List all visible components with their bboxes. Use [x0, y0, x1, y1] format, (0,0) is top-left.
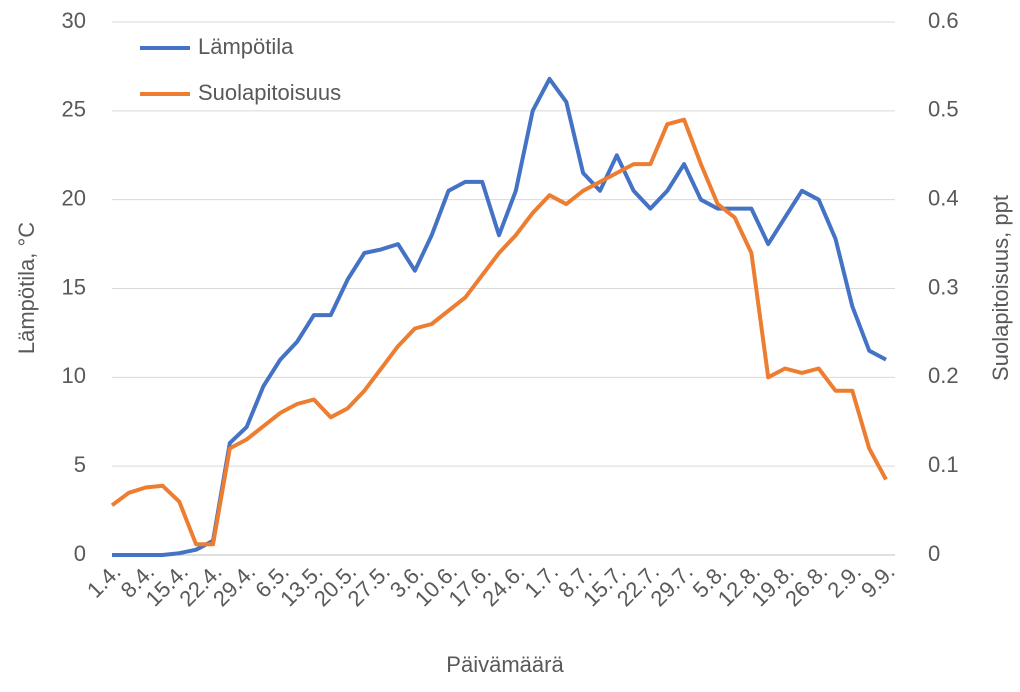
- y2-tick-label: 0.2: [928, 363, 959, 388]
- x-axis-title: Päivämäärä: [446, 652, 564, 677]
- legend-label: Suolapitoisuus: [198, 80, 341, 105]
- legend-label: Lämpötila: [198, 34, 294, 59]
- y-tick-label: 15: [62, 274, 86, 299]
- x-tick-label: 9.9.: [856, 559, 900, 603]
- y2-axis-title: Suolapitoisuus, ppt: [988, 195, 1013, 381]
- y2-tick-label: 0.3: [928, 274, 959, 299]
- y2-tick-label: 0.5: [928, 97, 959, 122]
- y-tick-label: 20: [62, 185, 86, 210]
- y-axis-title: Lämpötila, °C: [14, 222, 39, 354]
- y-tick-label: 0: [74, 541, 86, 566]
- series-line: [112, 76, 887, 557]
- y-tick-label: 30: [62, 8, 86, 33]
- y2-tick-label: 0.1: [928, 452, 959, 477]
- y2-tick-label: 0: [928, 541, 940, 566]
- y-tick-label: 25: [62, 97, 86, 122]
- series-line: [110, 117, 888, 547]
- y-tick-label: 5: [74, 452, 86, 477]
- y-tick-label: 10: [62, 363, 86, 388]
- y2-tick-label: 0.4: [928, 185, 959, 210]
- y2-tick-label: 0.6: [928, 8, 959, 33]
